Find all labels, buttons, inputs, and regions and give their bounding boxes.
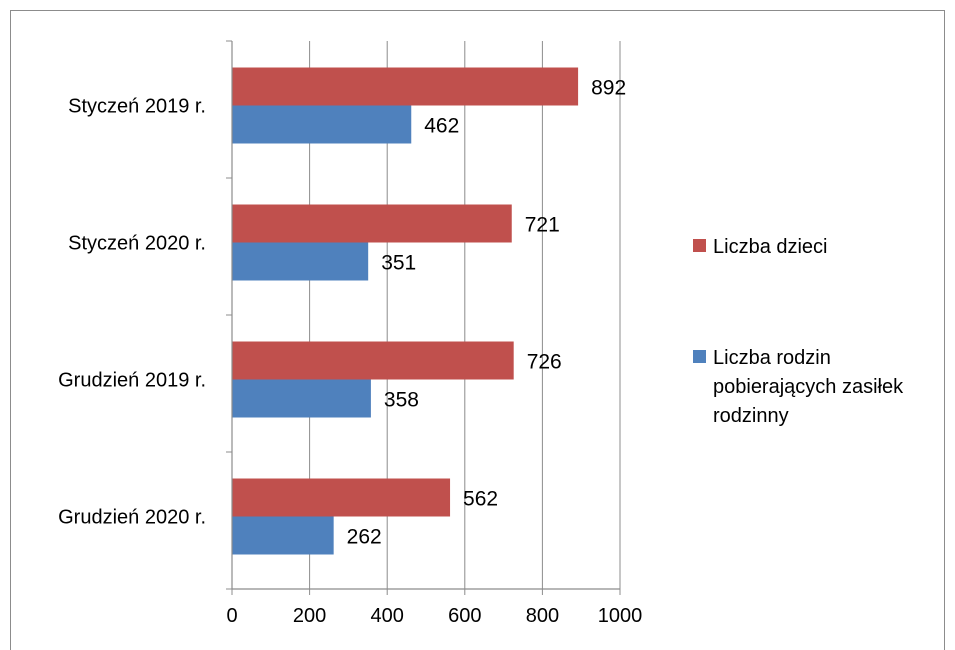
data-label: 726 xyxy=(527,351,562,374)
bar xyxy=(232,516,334,555)
legend-label: Liczba rodzin pobierających zasiłek rodzin… xyxy=(713,347,904,427)
legend-label-line: rodzinny xyxy=(713,405,789,427)
bar xyxy=(232,379,371,418)
category-label: Grudzień 2020 r. xyxy=(58,507,206,529)
labels: 0 200 400 600 800 1000 Styczeń 2019 r. 892 462 St… xyxy=(58,77,642,628)
legend-label-line: Liczba rodzin xyxy=(713,347,831,369)
category-label: Grudzień 2019 r. xyxy=(58,370,206,392)
category-label: Styczeń 2019 r. xyxy=(68,96,206,118)
data-label: 892 xyxy=(591,77,626,100)
x-tick-label: 0 xyxy=(226,605,237,627)
data-label: 721 xyxy=(525,214,560,237)
x-tick-label: 1000 xyxy=(598,605,643,627)
x-tick-label: 200 xyxy=(293,605,326,627)
bar xyxy=(232,242,369,281)
bar xyxy=(232,105,412,144)
legend-label-line: Liczba dzieci xyxy=(713,236,828,258)
legend: Liczba dzieci Liczba rodzin pobierających … xyxy=(693,236,904,427)
bars xyxy=(232,67,579,555)
bar xyxy=(232,341,514,380)
axes xyxy=(226,40,621,595)
data-label: 358 xyxy=(384,389,419,412)
bar-chart: 0 200 400 600 800 1000 Styczeń 2019 r. 892 462 St… xyxy=(58,40,904,628)
data-label: 462 xyxy=(424,115,459,138)
data-label: 562 xyxy=(463,488,498,511)
bar xyxy=(232,204,512,243)
x-tick-label: 400 xyxy=(371,605,404,627)
legend-label: Liczba dzieci xyxy=(713,236,828,258)
x-tick-label: 800 xyxy=(526,605,559,627)
legend-label-line: pobierających zasiłek xyxy=(713,376,904,398)
legend-swatch xyxy=(693,239,706,252)
x-tick-label: 600 xyxy=(448,605,481,627)
bar xyxy=(232,478,451,517)
chart-frame: 0 200 400 600 800 1000 Styczeń 2019 r. 892 462 St… xyxy=(10,10,945,650)
bar xyxy=(232,67,579,106)
data-label: 262 xyxy=(347,526,382,549)
category-label: Styczeń 2020 r. xyxy=(68,233,206,255)
legend-swatch xyxy=(693,350,706,363)
data-label: 351 xyxy=(381,252,416,275)
